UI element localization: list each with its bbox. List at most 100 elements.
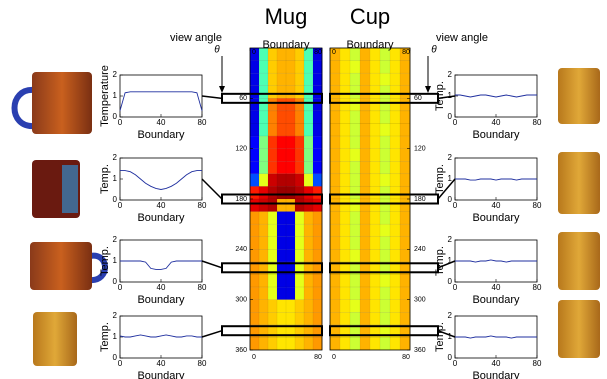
heat-cell: [313, 174, 322, 187]
heat-cell: [286, 237, 295, 250]
heat-cell: [268, 61, 277, 74]
heat-cell: [268, 186, 277, 199]
heat-cell: [390, 249, 400, 262]
heat-cell: [250, 161, 259, 174]
y-axis-label: Temp.: [434, 164, 446, 194]
heat-cell: [286, 199, 295, 212]
x-axis-label: Boundary: [137, 212, 185, 224]
heat-cell: [330, 287, 340, 300]
heat-cell: [313, 275, 322, 288]
heat-cell: [360, 174, 370, 187]
heat-cell: [370, 98, 380, 111]
heat-cell: [286, 224, 295, 237]
heat-cell: [259, 300, 268, 313]
heat-cell: [370, 136, 380, 149]
heat-cell: [268, 212, 277, 225]
heat-cell: [330, 61, 340, 74]
x-tick-label: 0: [453, 283, 458, 292]
heat-cell: [277, 124, 286, 137]
heat-cell: [286, 249, 295, 262]
heat-cell: [370, 161, 380, 174]
x-tick-label: 40: [492, 118, 501, 127]
heat-cell: [295, 337, 304, 350]
heat-cell: [370, 224, 380, 237]
heat-cell: [380, 300, 390, 313]
y-axis-label: Temp.: [99, 322, 111, 352]
heat-cell: [259, 275, 268, 288]
y-tick-label: 0: [448, 195, 453, 204]
heat-cell: [250, 212, 259, 225]
heat-cell: [360, 124, 370, 137]
heat-cell: [313, 224, 322, 237]
heat-cell: [268, 300, 277, 313]
y-tick-label: 1: [113, 332, 118, 341]
mug-handle: [62, 165, 78, 213]
annotation: view angle: [170, 32, 222, 44]
heat-cell: [390, 275, 400, 288]
arrow-head: [219, 86, 225, 93]
heat-cell: [360, 224, 370, 237]
heat-cell: [370, 249, 380, 262]
heat-cell: [380, 86, 390, 99]
heat-cell: [330, 73, 340, 86]
x-axis-label: Boundary: [137, 129, 185, 141]
heat-cell: [295, 287, 304, 300]
heat-cell: [350, 212, 360, 225]
heat-cell: [277, 86, 286, 99]
mug-render: [30, 242, 92, 290]
heat-cell: [313, 212, 322, 225]
heat-cell: [295, 86, 304, 99]
y-tick-label: 2: [113, 311, 118, 320]
heat-cell: [277, 199, 286, 212]
heat-cell: [360, 73, 370, 86]
heat-cell: [380, 174, 390, 187]
heat-cell: [370, 287, 380, 300]
heat-cell: [304, 186, 313, 199]
heat-cell: [304, 224, 313, 237]
heat-cell: [304, 61, 313, 74]
heat-cell: [330, 312, 340, 325]
heat-cell: [340, 174, 350, 187]
heat-cell: [370, 275, 380, 288]
heat-cell: [286, 61, 295, 74]
heat-cell: [370, 86, 380, 99]
heat-cell: [286, 136, 295, 149]
heat-cell: [313, 237, 322, 250]
heat-cell: [340, 224, 350, 237]
heat-cell: [304, 86, 313, 99]
heat-cell: [370, 237, 380, 250]
heat-cell: [313, 287, 322, 300]
heat-cell: [304, 212, 313, 225]
heat-cell: [295, 111, 304, 124]
heat-cell: [268, 337, 277, 350]
heat-cell: [250, 300, 259, 313]
heat-cell: [350, 249, 360, 262]
heat-cell: [370, 312, 380, 325]
mug-handle: [15, 90, 35, 126]
y-tick-label: 120: [235, 146, 247, 153]
heat-cell: [390, 237, 400, 250]
heat-cell: [350, 86, 360, 99]
mug-render: [32, 72, 92, 134]
heat-cell: [370, 73, 380, 86]
heat-cell: [350, 98, 360, 111]
y-tick-label: 300: [414, 297, 426, 304]
heat-cell: [304, 136, 313, 149]
x-tick-label: 40: [157, 118, 166, 127]
heat-cell: [340, 186, 350, 199]
heat-cell: [304, 312, 313, 325]
y-tick-label: 2: [448, 153, 453, 162]
heat-cell: [400, 161, 410, 174]
x-tick-label: 40: [492, 359, 501, 368]
y-tick-label: 0: [448, 277, 453, 286]
heat-cell: [250, 186, 259, 199]
connector: [202, 331, 222, 337]
heat-cell: [400, 124, 410, 137]
heat-cell: [390, 98, 400, 111]
heat-cell: [330, 86, 340, 99]
heat-cell: [286, 98, 295, 111]
annotation: view angle: [436, 32, 488, 44]
y-tick-label: 360: [414, 347, 426, 354]
heat-cell: [350, 161, 360, 174]
x-tick-label: 40: [157, 283, 166, 292]
